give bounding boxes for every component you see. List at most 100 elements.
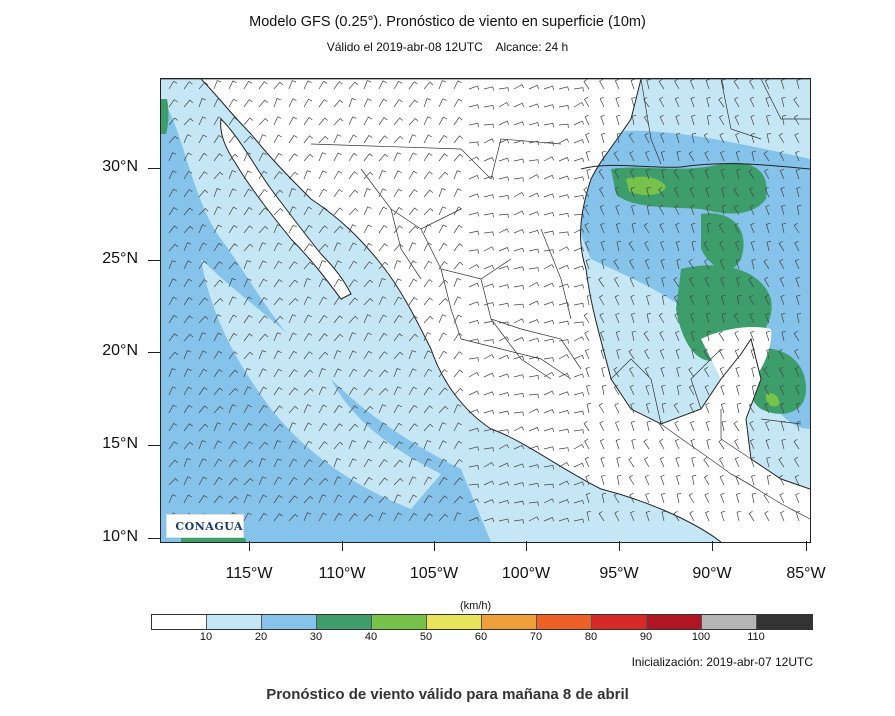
wind-barb — [438, 224, 447, 234]
wind-barb — [273, 387, 283, 396]
wind-barb — [583, 204, 590, 216]
wind-barb — [393, 80, 403, 90]
wind-barb — [498, 213, 509, 219]
wind-barb — [795, 276, 800, 288]
wind-barb — [423, 350, 432, 360]
wind-barb — [453, 332, 463, 342]
wind-barb — [318, 315, 328, 324]
wind-barb — [438, 387, 449, 396]
wind-barb — [483, 409, 495, 415]
wind-barb — [333, 368, 342, 378]
wind-barb — [585, 492, 591, 504]
wind-barb — [183, 333, 194, 342]
wind-barb — [243, 333, 253, 342]
wind-barb — [438, 261, 448, 270]
wind-barb — [675, 456, 680, 468]
wind-barb — [513, 426, 525, 432]
caption: Pronóstico de viento válido para mañana … — [266, 686, 629, 703]
wind-barb — [676, 385, 682, 396]
wind-barb — [198, 116, 207, 126]
wind-barb — [318, 99, 328, 108]
wind-barb — [661, 276, 666, 288]
wind-barb — [676, 474, 681, 486]
wind-barb — [273, 476, 283, 486]
wind-barb — [483, 175, 495, 181]
wind-barb — [688, 367, 695, 378]
wind-barb — [498, 120, 510, 126]
wind-barb — [573, 373, 585, 378]
wind-barb — [598, 277, 605, 288]
wind-barb — [258, 242, 267, 252]
wind-barb — [498, 462, 510, 468]
wind-barb — [630, 79, 636, 90]
wind-barb — [735, 150, 741, 162]
wind-barb — [558, 462, 570, 468]
wind-barb — [646, 313, 652, 324]
wind-barb — [213, 116, 223, 126]
wind-barb — [363, 116, 373, 126]
wind-barb — [615, 438, 621, 450]
wind-barb — [691, 133, 697, 144]
lon-tick — [249, 541, 250, 551]
wind-barb — [543, 193, 555, 198]
wind-barb — [378, 135, 388, 144]
wind-barb — [780, 420, 786, 432]
wind-barb — [513, 121, 525, 126]
wind-barb — [318, 368, 326, 378]
wind-barb — [628, 474, 635, 486]
wind-barb — [749, 79, 755, 90]
wind-barb — [258, 134, 267, 144]
wind-barb — [778, 457, 785, 468]
wind-barb — [363, 332, 372, 342]
wind-barb — [303, 98, 313, 108]
wind-barb — [348, 315, 359, 324]
wind-barb — [423, 368, 433, 378]
wind-barb — [468, 338, 480, 343]
lon-tick — [434, 541, 435, 551]
wind-barb — [243, 278, 252, 288]
wind-barb — [213, 206, 222, 216]
wind-barb — [631, 330, 636, 342]
wind-barb — [348, 405, 358, 414]
wind-barb — [483, 194, 495, 199]
wind-barb — [288, 369, 298, 378]
wind-barb — [258, 207, 269, 216]
wind-barb — [183, 423, 193, 432]
wind-barb — [228, 314, 237, 324]
wind-barb — [273, 495, 283, 504]
wind-barb — [333, 350, 342, 360]
wind-barb — [528, 337, 540, 343]
wind-barb — [781, 223, 787, 234]
colorbar-swatch — [537, 615, 592, 629]
wind-barb — [468, 301, 480, 306]
wind-barb — [453, 243, 463, 252]
wind-barb — [258, 476, 267, 486]
wind-barb — [558, 194, 570, 199]
wind-barb — [750, 114, 755, 126]
wind-barb — [763, 384, 770, 396]
wind-barb — [288, 135, 298, 144]
wind-barb — [453, 98, 463, 108]
wind-barb — [228, 135, 238, 144]
wind-barb — [438, 279, 449, 288]
wind-barb — [333, 81, 343, 90]
wind-barb — [453, 440, 463, 450]
wind-barb — [213, 477, 223, 486]
wind-barb — [453, 135, 463, 144]
wind-barb — [795, 492, 800, 504]
wind-barb — [183, 441, 194, 450]
wind-barb — [674, 204, 680, 216]
wind-barb — [198, 332, 207, 342]
wind-barb — [363, 98, 372, 108]
wind-barb — [378, 261, 389, 270]
wind-barb — [378, 243, 388, 252]
wind-barb — [600, 330, 605, 342]
wind-barb — [573, 228, 585, 234]
wind-barb — [613, 367, 620, 378]
wind-barb — [483, 123, 494, 129]
wind-barb — [408, 189, 418, 198]
us-gulf-coast — [580, 163, 810, 170]
wind-barb — [748, 277, 755, 288]
wind-barb — [333, 476, 342, 486]
wind-barb — [705, 186, 710, 198]
